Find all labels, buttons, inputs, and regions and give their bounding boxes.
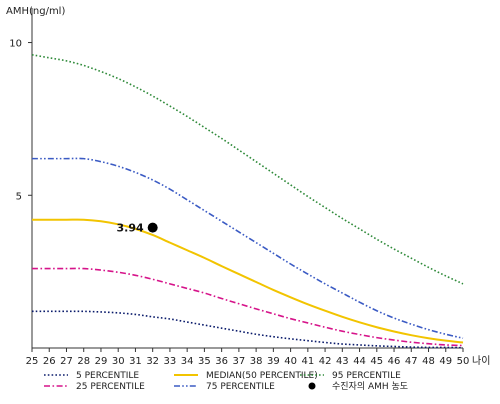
x-axis-title: 나이 (472, 355, 490, 367)
x-tick-label: 25 (26, 356, 39, 367)
x-tick-label: 39 (267, 356, 280, 367)
series-line-95-percentile (31, 53, 464, 285)
x-tick-label: 35 (198, 356, 211, 367)
series-line-5-percentile (32, 310, 464, 349)
legend-label: MEDIAN(50 PERCENTILE) (206, 371, 318, 381)
y-tick-label: 5 (16, 191, 22, 202)
x-tick-label: 29 (95, 356, 108, 367)
legend-label: 75 PERCENTILE (206, 382, 275, 392)
x-tick-label: 34 (181, 356, 194, 367)
legend-label: 95 PERCENTILE (332, 371, 401, 381)
x-tick-label: 26 (43, 356, 56, 367)
x-tick-label: 33 (164, 356, 177, 367)
x-tick-label: 28 (77, 356, 90, 367)
x-tick-label: 47 (405, 356, 418, 367)
x-tick-label: 40 (284, 356, 297, 367)
legend-label: 수진자의 AMH 농도 (332, 381, 408, 392)
x-tick-label: 50 (457, 356, 470, 367)
x-tick-label: 46 (388, 356, 401, 367)
amh-data-point-label: 3.94 (117, 222, 144, 235)
legend-label: 25 PERCENTILE (76, 382, 145, 392)
x-tick-label: 36 (215, 356, 228, 367)
x-tick-label: 38 (250, 356, 263, 367)
x-tick-label: 31 (129, 356, 142, 367)
x-tick-label: 37 (233, 356, 246, 367)
x-tick-label: 44 (353, 356, 366, 367)
series-line-25-percentile (31, 267, 464, 347)
series-lines (31, 53, 464, 349)
x-tick-label: 30 (112, 356, 125, 367)
x-tick-label: 42 (319, 356, 332, 367)
x-tick-label: 45 (370, 356, 383, 367)
x-tick-label: 49 (439, 356, 452, 367)
y-tick-label: 10 (9, 39, 22, 50)
x-tick-label: 48 (422, 356, 435, 367)
axes: AMH(ng/ml) 5 10 25 26 27 28 29 30 31 32 33 34 35 36 37 3… (6, 6, 490, 367)
x-tick-label: 27 (60, 356, 73, 367)
data-points: 3.94 (117, 222, 158, 235)
x-tick-label: 41 (301, 356, 314, 367)
x-tick-label: 43 (336, 356, 349, 367)
series-line-median-50-percentile (32, 218, 464, 344)
legend-label: 5 PERCENTILE (76, 371, 139, 381)
y-axis-title: AMH(ng/ml) (6, 6, 65, 17)
legend-marker (308, 382, 316, 390)
x-tick-label: 32 (146, 356, 159, 367)
amh-data-point (147, 222, 158, 233)
